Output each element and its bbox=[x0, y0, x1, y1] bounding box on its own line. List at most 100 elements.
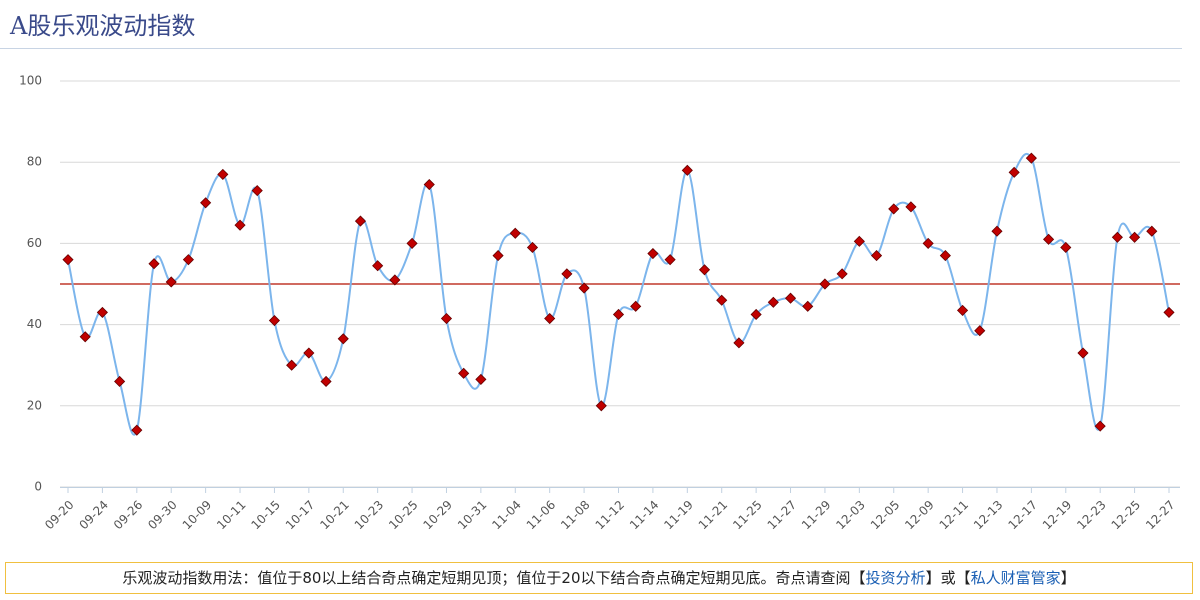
data-marker bbox=[870, 250, 883, 262]
data-marker bbox=[1043, 233, 1055, 245]
x-tick-label: 11-04 bbox=[489, 498, 524, 533]
data-marker bbox=[750, 308, 762, 321]
x-tick-label: 11-06 bbox=[524, 498, 559, 533]
page-title: A股乐观波动指数 bbox=[10, 12, 196, 40]
data-marker bbox=[148, 258, 160, 270]
x-tick-label: 12-09 bbox=[902, 498, 937, 533]
data-marker bbox=[1111, 231, 1123, 243]
data-marker bbox=[182, 254, 194, 266]
data-marker bbox=[337, 333, 349, 345]
data-marker bbox=[595, 400, 607, 412]
x-tick-label: 12-19 bbox=[1040, 498, 1075, 533]
data-marker bbox=[733, 337, 745, 349]
data-marker bbox=[1077, 347, 1089, 359]
data-marker bbox=[767, 296, 779, 308]
data-marker bbox=[114, 375, 126, 388]
data-marker bbox=[1094, 420, 1106, 432]
data-marker bbox=[716, 294, 728, 306]
bracket: 【 bbox=[850, 569, 866, 587]
data-marker bbox=[406, 237, 418, 249]
x-tick-label: 11-19 bbox=[661, 498, 696, 533]
x-tick-label: 10-09 bbox=[180, 498, 215, 533]
x-tick-label: 11-21 bbox=[696, 498, 731, 533]
bracket: 】 bbox=[1060, 569, 1076, 587]
data-marker bbox=[96, 306, 108, 318]
data-marker bbox=[372, 260, 384, 272]
data-marker bbox=[561, 268, 573, 280]
data-marker bbox=[354, 215, 367, 227]
x-tick-label: 10-21 bbox=[317, 498, 352, 533]
y-tick-label: 80 bbox=[27, 155, 42, 169]
data-line bbox=[67, 152, 1170, 436]
data-marker bbox=[698, 264, 711, 276]
data-marker bbox=[888, 203, 900, 215]
x-tick-label: 09-20 bbox=[42, 498, 77, 533]
bracket: 】 bbox=[925, 569, 941, 587]
data-marker bbox=[836, 268, 848, 280]
data-marker bbox=[79, 331, 91, 343]
data-marker bbox=[612, 308, 625, 321]
x-tick-label: 10-29 bbox=[421, 498, 456, 533]
data-marker bbox=[1025, 152, 1037, 164]
data-marker bbox=[853, 235, 865, 247]
x-tick-label: 10-11 bbox=[214, 498, 249, 533]
data-marker bbox=[939, 250, 951, 262]
x-tick-label: 12-23 bbox=[1074, 498, 1109, 533]
x-tick-label: 12-13 bbox=[971, 498, 1006, 533]
data-marker bbox=[234, 219, 246, 231]
data-marker bbox=[905, 201, 917, 213]
data-marker bbox=[681, 164, 693, 176]
data-marker bbox=[200, 197, 212, 209]
data-marker bbox=[217, 168, 229, 180]
data-marker bbox=[303, 347, 315, 359]
x-tick-label: 10-23 bbox=[352, 498, 387, 533]
x-tick-label: 09-26 bbox=[111, 498, 146, 533]
data-marker bbox=[389, 274, 401, 286]
data-marker bbox=[1146, 225, 1158, 237]
data-marker bbox=[492, 250, 504, 262]
data-marker bbox=[578, 282, 590, 294]
data-marker bbox=[475, 373, 487, 385]
data-marker bbox=[784, 292, 797, 304]
data-marker bbox=[458, 367, 470, 379]
data-marker bbox=[440, 312, 453, 325]
link[interactable]: 投资分析 bbox=[865, 569, 926, 587]
bracket: 【 bbox=[955, 569, 971, 587]
x-tick-label: 12-17 bbox=[1005, 498, 1040, 533]
data-marker bbox=[1008, 166, 1020, 178]
data-marker bbox=[664, 254, 676, 266]
x-tick-label: 10-25 bbox=[386, 498, 421, 533]
x-tick-label: 12-27 bbox=[1143, 498, 1178, 533]
data-marker bbox=[1163, 306, 1175, 318]
link[interactable]: 私人财富管家 bbox=[970, 569, 1061, 587]
data-marker bbox=[526, 241, 539, 254]
data-marker bbox=[1060, 241, 1072, 254]
x-tick-label: 12-11 bbox=[937, 498, 972, 533]
y-tick-label: 0 bbox=[34, 480, 42, 494]
conjunction: 或 bbox=[940, 569, 956, 587]
data-marker bbox=[423, 178, 435, 191]
data-marker bbox=[286, 359, 298, 371]
y-tick-label: 100 bbox=[19, 74, 42, 88]
data-marker bbox=[922, 237, 934, 249]
data-marker bbox=[956, 304, 969, 316]
data-marker bbox=[509, 227, 521, 239]
x-tick-label: 11-08 bbox=[558, 498, 593, 533]
x-tick-label: 12-05 bbox=[868, 498, 903, 533]
data-marker bbox=[819, 278, 831, 290]
data-marker bbox=[544, 312, 556, 325]
data-marker bbox=[802, 300, 814, 312]
data-marker bbox=[1129, 231, 1141, 243]
footer-text: 乐观波动指数用法：值位于80以上结合奇点确定短期见顶；值位于20以下结合奇点确定… bbox=[122, 569, 851, 587]
data-marker bbox=[320, 375, 332, 388]
data-marker bbox=[131, 424, 143, 436]
data-marker bbox=[991, 225, 1003, 237]
data-marker bbox=[251, 185, 263, 197]
y-tick-label: 20 bbox=[27, 398, 42, 412]
x-tick-label: 11-14 bbox=[627, 498, 662, 533]
x-tick-label: 09-24 bbox=[76, 498, 111, 533]
data-marker bbox=[974, 325, 986, 337]
data-marker bbox=[268, 314, 281, 327]
x-tick-label: 11-25 bbox=[730, 498, 765, 533]
